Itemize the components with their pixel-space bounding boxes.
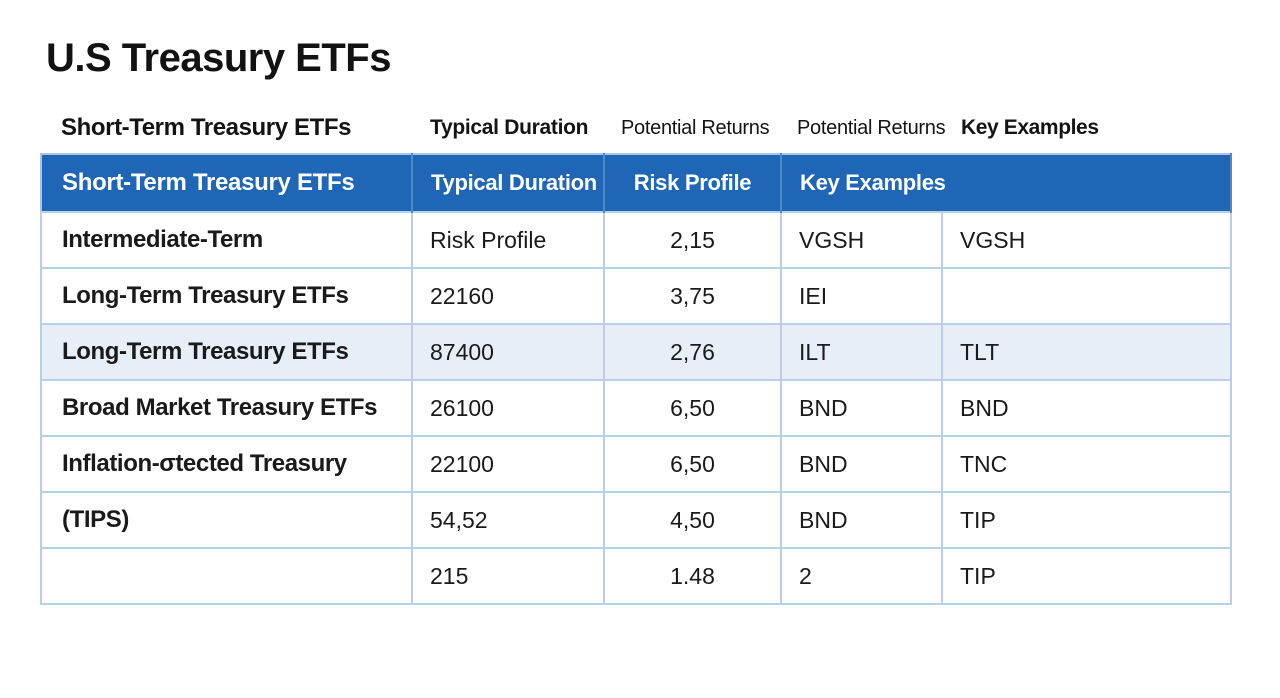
table-cell-duration: Risk Profile [411, 211, 605, 269]
table-cell-category: Inflation-σtected Treasury [40, 435, 413, 493]
table-cell-ticker-alt [941, 267, 1232, 325]
table-row-highlighted: Long-Term Treasury ETFs 87400 2,76 ILT T… [40, 323, 1232, 381]
table-cell-ticker: BND [780, 491, 943, 549]
header-cell-examples: Key Examples [781, 154, 946, 212]
table-row: Long-Term Treasury ETFs 22160 3,75 IEI [40, 267, 1232, 325]
table-cell-ticker: BND [780, 379, 943, 437]
table-cell-category: Broad Market Treasury ETFs [40, 379, 413, 437]
caption-key-examples: Key Examples [961, 116, 1099, 139]
table-body: Intermediate-Term Risk Profile 2,15 VGSH… [40, 211, 1232, 605]
caption-typical-duration: Typical Duration [430, 116, 589, 139]
table-cell-value: 2,76 [603, 323, 782, 381]
caption-short-term: Short-Term Treasury ETFs [61, 114, 352, 141]
table-header: Short-Term Treasury ETFs Typical Duratio… [41, 154, 1232, 212]
table-cell-ticker-alt: TIP [941, 547, 1232, 605]
table-cell-value: 4,50 [603, 491, 782, 549]
page-title: U.S Treasury ETFs [46, 36, 391, 80]
column-caption-row: Short-Term Treasury ETFs Typical Duratio… [0, 112, 1280, 144]
table-cell-value: 6,50 [603, 435, 782, 493]
header-cell-duration: Typical Duration [412, 154, 605, 212]
table-cell-category: Intermediate-Term [40, 211, 413, 269]
table-cell-ticker-alt: TLT [941, 323, 1232, 381]
table-cell-duration: 26100 [411, 379, 605, 437]
table-cell-ticker-alt: BND [941, 379, 1232, 437]
table-cell-ticker-alt: TNC [941, 435, 1232, 493]
table-cell-duration: 22160 [411, 267, 605, 325]
table-row: 215 1.48 2 TIP [40, 547, 1232, 605]
table-cell-ticker: 2 [780, 547, 943, 605]
table-cell-ticker: ILT [780, 323, 943, 381]
table-cell-category [40, 547, 413, 605]
header-row: Short-Term Treasury ETFs Typical Duratio… [41, 154, 1232, 212]
table-cell-ticker-alt: TIP [941, 491, 1232, 549]
table-cell-ticker: VGSH [780, 211, 943, 269]
table-cell-duration: 54,52 [411, 491, 605, 549]
table-cell-ticker-alt: VGSH [941, 211, 1232, 269]
table-cell-ticker: BND [780, 435, 943, 493]
table-cell-category: Long-Term Treasury ETFs [40, 267, 413, 325]
header-cell-risk: Risk Profile [604, 154, 782, 212]
table-cell-value: 6,50 [603, 379, 782, 437]
table-cell-value: 3,75 [603, 267, 782, 325]
table-cell-ticker: IEI [780, 267, 943, 325]
table-row: (TIPS) 54,52 4,50 BND TIP [40, 491, 1232, 549]
table-cell-value: 1.48 [603, 547, 782, 605]
table-cell-duration: 87400 [411, 323, 605, 381]
table-cell-duration: 215 [411, 547, 605, 605]
table-cell-duration: 22100 [411, 435, 605, 493]
table-row: Broad Market Treasury ETFs 26100 6,50 BN… [40, 379, 1232, 437]
table-cell-category: (TIPS) [40, 491, 413, 549]
header-cell-category: Short-Term Treasury ETFs [41, 154, 413, 212]
header-cell-extra [942, 154, 1232, 212]
table-cell-category: Long-Term Treasury ETFs [40, 323, 413, 381]
table-row: Inflation-σtected Treasury 22100 6,50 BN… [40, 435, 1232, 493]
caption-potential-returns: Potential Returns [621, 117, 770, 139]
table-row: Intermediate-Term Risk Profile 2,15 VGSH… [40, 211, 1232, 269]
table-cell-value: 2,15 [603, 211, 782, 269]
treasury-etf-table: Short-Term Treasury ETFs Typical Duratio… [40, 153, 1232, 605]
caption-potential-returns-2: Potential Returns [797, 117, 946, 139]
